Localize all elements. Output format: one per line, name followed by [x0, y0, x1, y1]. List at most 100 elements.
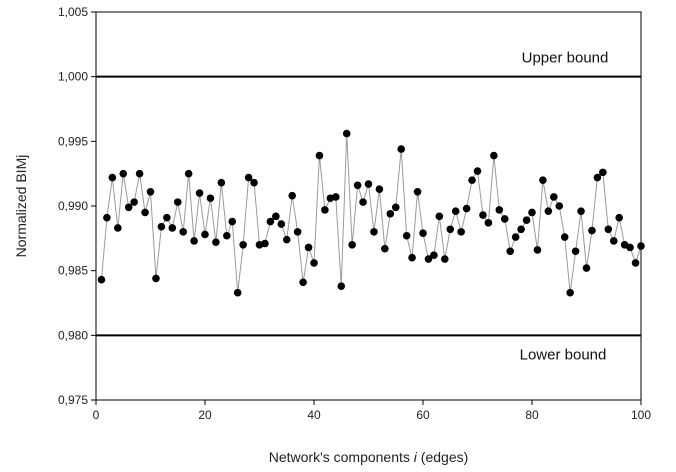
- data-point: [560, 233, 569, 241]
- data-point: [582, 264, 591, 272]
- lower-bound-label: Lower bound: [520, 346, 607, 363]
- data-point: [419, 229, 427, 237]
- data-point: [490, 151, 498, 160]
- data-point: [206, 194, 215, 203]
- data-point: [511, 233, 520, 241]
- data-point: [348, 241, 356, 249]
- data-point: [212, 238, 220, 247]
- data-point: [479, 211, 487, 219]
- data-point: [604, 225, 613, 234]
- data-point: [566, 288, 574, 297]
- series-line: [100, 133, 642, 293]
- data-point: [244, 173, 253, 182]
- data-point: [130, 198, 138, 206]
- data-point: [195, 189, 204, 197]
- data-point: [332, 193, 340, 201]
- data-point: [555, 202, 564, 210]
- data-point: [430, 251, 438, 259]
- data-point: [451, 207, 460, 215]
- data-point: [114, 224, 122, 232]
- x-tick-label: 20: [198, 408, 212, 422]
- data-point: [310, 259, 318, 267]
- data-point: [337, 282, 346, 290]
- x-axis-title: Network's components i (edges): [269, 449, 469, 465]
- data-point: [228, 217, 237, 226]
- x-tick-label: 80: [525, 408, 539, 422]
- data-point: [299, 278, 307, 287]
- data-point: [462, 204, 471, 213]
- data-point: [637, 242, 645, 250]
- y-tick-label: 0,980: [58, 328, 88, 342]
- x-axis-title-prefix: Network's components: [269, 449, 414, 465]
- data-point: [522, 216, 531, 225]
- x-tick-label: 0: [93, 408, 100, 422]
- plot-area: [95, 11, 645, 401]
- data-point: [593, 173, 602, 182]
- data-point: [550, 193, 558, 201]
- data-point: [446, 225, 455, 234]
- data-point: [381, 244, 389, 253]
- data-point: [609, 237, 618, 245]
- data-point: [370, 228, 378, 236]
- data-point: [386, 209, 395, 218]
- x-tick-label: 60: [416, 408, 430, 422]
- y-tick-label: 0,990: [58, 199, 88, 213]
- data-point: [577, 207, 585, 215]
- data-point: [124, 203, 133, 212]
- data-point: [163, 213, 171, 222]
- y-tick-label: 1,005: [58, 5, 88, 19]
- data-point: [588, 226, 596, 235]
- y-tick-label: 0,975: [58, 393, 88, 407]
- y-tick-label: 0,995: [58, 134, 88, 148]
- data-point: [141, 208, 149, 217]
- y-axis-title: Normalized BIMj: [13, 155, 29, 258]
- data-point: [184, 169, 193, 178]
- data-point: [506, 247, 514, 256]
- data-point: [250, 178, 258, 187]
- x-axis: 0 20 40 60 80 100: [93, 400, 651, 422]
- y-tick-label: 0,985: [58, 264, 88, 278]
- data-point: [500, 215, 509, 223]
- data-point: [539, 176, 547, 184]
- data-point: [272, 212, 280, 221]
- data-point: [408, 253, 416, 262]
- data-point: [217, 178, 226, 187]
- data-points: [97, 129, 645, 297]
- data-point: [239, 241, 247, 249]
- data-point: [108, 173, 117, 182]
- data-point: [152, 274, 160, 283]
- upper-bound-label: Upper bound: [522, 50, 609, 67]
- data-point: [353, 181, 362, 190]
- data-point: [282, 235, 291, 244]
- reference-lines: [96, 75, 641, 337]
- data-point: [495, 206, 504, 214]
- data-point: [599, 168, 607, 177]
- data-point: [223, 231, 231, 240]
- data-point: [544, 207, 553, 215]
- x-tick-label: 100: [631, 408, 651, 422]
- data-point: [293, 228, 302, 236]
- y-axis: 0,975 0,980 0,985 0,990 0,995 1,000 1,005: [58, 5, 96, 407]
- x-tick-label: 40: [307, 408, 321, 422]
- data-point: [168, 224, 177, 232]
- data-point: [533, 246, 542, 254]
- data-point: [631, 259, 640, 267]
- data-point: [321, 206, 329, 214]
- data-point: [457, 228, 465, 236]
- data-point: [391, 203, 400, 212]
- data-point: [435, 212, 444, 221]
- x-axis-title-var: i: [414, 449, 418, 465]
- data-point: [441, 255, 449, 263]
- data-point: [179, 228, 187, 236]
- data-point: [528, 208, 536, 217]
- data-point: [119, 169, 128, 178]
- data-point: [571, 247, 580, 256]
- data-point: [261, 239, 269, 248]
- data-point: [364, 180, 373, 188]
- data-point: [315, 151, 324, 160]
- data-point: [517, 225, 525, 234]
- data-point: [359, 198, 367, 206]
- data-point: [288, 191, 297, 200]
- data-point: [103, 213, 111, 222]
